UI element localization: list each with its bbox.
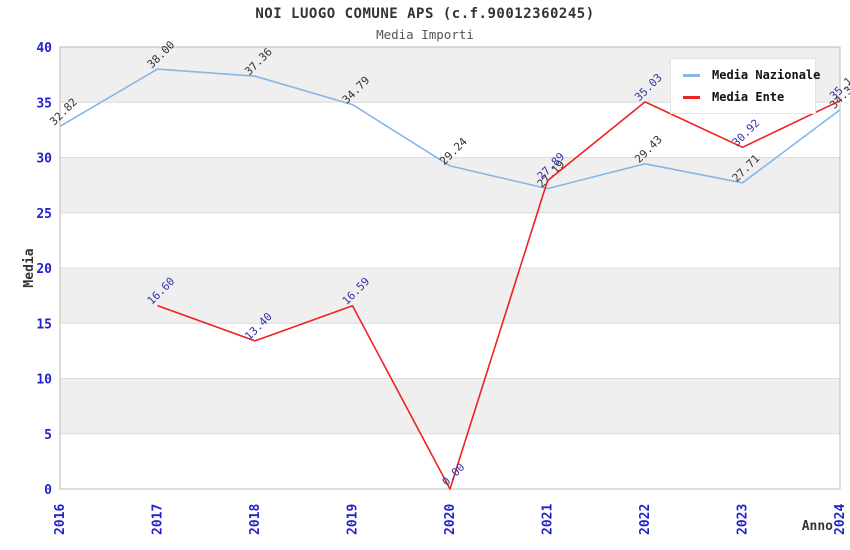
y-tick-label: 30 — [36, 152, 52, 167]
series-line-media-ente — [157, 99, 841, 490]
x-tick-label: 2023 — [736, 504, 751, 535]
y-tick-label: 5 — [44, 428, 52, 443]
y-axis-title: Media — [22, 248, 37, 287]
page-title: NOI LUOGO COMUNE APS (c.f.90012360245) — [255, 6, 595, 22]
grid-band — [60, 378, 840, 434]
y-tick-label: 10 — [36, 373, 52, 388]
series-line-media-nazionale — [59, 68, 841, 190]
y-tick-label: 40 — [36, 41, 52, 56]
y-tick-label: 15 — [36, 317, 52, 332]
x-axis-title: Anno — [802, 519, 833, 534]
media-nazionale-line-swatch — [683, 73, 700, 77]
grid-band — [60, 268, 840, 324]
legend-item-media-ente: Media Ente — [683, 90, 803, 104]
media-ente-line-swatch — [683, 95, 700, 99]
x-tick-label: 2021 — [541, 504, 556, 535]
x-tick-label: 2024 — [833, 504, 848, 535]
x-tick-label: 2022 — [638, 504, 653, 535]
y-tick-label: 25 — [36, 207, 52, 222]
x-tick-label: 2017 — [151, 504, 166, 535]
x-tick-label: 2016 — [53, 504, 68, 535]
y-tick-label: 20 — [36, 262, 52, 277]
data-label-media-ente: 30.92 — [730, 117, 763, 150]
y-tick-label: 0 — [44, 483, 52, 498]
legend-item-media-nazionale: Media Nazionale — [683, 68, 820, 82]
x-tick-label: 2018 — [248, 504, 263, 535]
legend-label: Media Nazionale — [712, 68, 821, 82]
data-label-media-ente: 0.00 — [440, 461, 468, 489]
x-tick-label: 2020 — [443, 504, 458, 535]
legend: Media Nazionale Media Ente — [670, 58, 820, 114]
chart-subtitle: Media Importi — [376, 27, 474, 42]
y-tick-label: 35 — [36, 96, 52, 111]
legend-label: Media Ente — [712, 90, 785, 104]
x-tick-label: 2019 — [346, 504, 361, 535]
